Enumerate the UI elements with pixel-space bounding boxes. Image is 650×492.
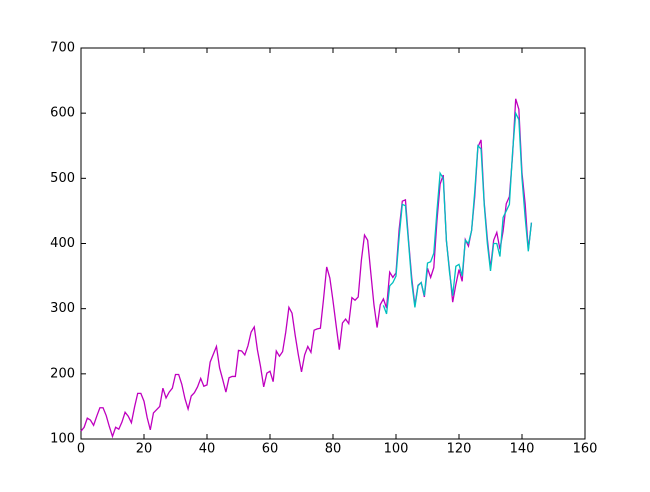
x-tick-label: 160 <box>573 442 598 457</box>
y-tick-label: 100 <box>50 432 75 447</box>
x-tick-label: 60 <box>262 442 279 457</box>
x-tick-label: 40 <box>199 442 216 457</box>
y-tick-label: 700 <box>50 41 75 56</box>
y-tick-label: 200 <box>50 366 75 381</box>
x-tick-label: 100 <box>384 442 409 457</box>
y-tick-label: 600 <box>50 106 75 121</box>
x-tick-label: 20 <box>136 442 153 457</box>
plot-frame <box>80 47 586 440</box>
y-tick-label: 500 <box>50 171 75 186</box>
y-tick-label: 400 <box>50 236 75 251</box>
x-tick-label: 120 <box>447 442 472 457</box>
data-line <box>80 98 533 439</box>
x-tick-label: 140 <box>510 442 535 457</box>
x-tick-label: 0 <box>77 442 85 457</box>
data-line <box>382 110 533 315</box>
x-tick-label: 80 <box>325 442 342 457</box>
y-tick-label: 300 <box>50 301 75 316</box>
